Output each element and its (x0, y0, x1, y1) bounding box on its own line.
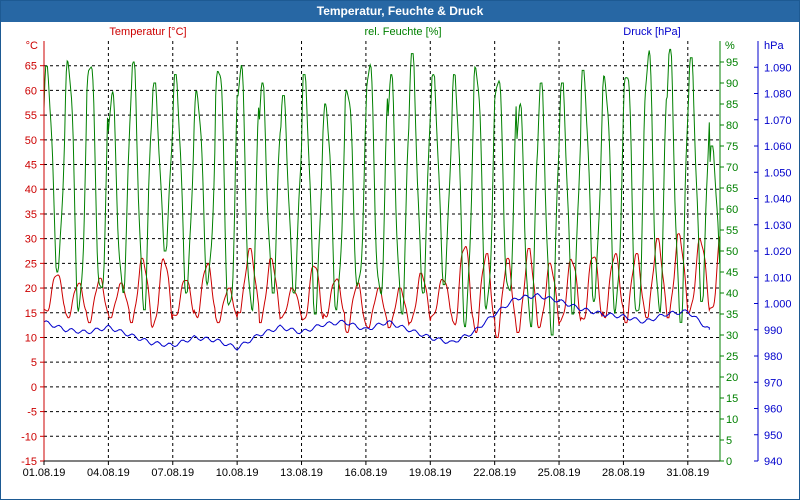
pressure-unit-label: hPa (764, 40, 784, 52)
humidity-tick-label: 40 (726, 288, 738, 300)
pressure-tick-label: 1.010 (764, 272, 792, 284)
humidity-tick-label: 50 (726, 246, 738, 258)
temperature-tick-label: 40 (25, 184, 37, 196)
x-tick-label: 04.08.19 (87, 467, 130, 479)
pressure-line (43, 292, 710, 351)
x-tick-label: 19.08.19 (409, 467, 452, 479)
pressure-tick-label: 1.030 (764, 220, 792, 232)
temperature-tick-label: 5 (31, 357, 37, 369)
x-tick-label: 25.08.19 (538, 467, 581, 479)
humidity-tick-label: 5 (726, 435, 732, 447)
temperature-tick-label: 20 (25, 283, 37, 295)
x-tick-label: 10.08.19 (216, 467, 259, 479)
pressure-tick-label: 1.060 (764, 141, 792, 153)
pressure-tick-label: 990 (764, 325, 782, 337)
temperature-tick-label: 10 (25, 332, 37, 344)
window-title: Temperatur, Feuchte & Druck (1, 1, 799, 22)
x-tick-label: 01.08.19 (23, 467, 66, 479)
temperature-tick-label: 15 (25, 308, 37, 320)
humidity-tick-label: 60 (726, 204, 738, 216)
axes-layer: -15-10-50510152025303540455055606501.08.… (21, 41, 792, 479)
humidity-tick-label: 75 (726, 141, 738, 153)
humidity-tick-label: 85 (726, 99, 738, 111)
humidity-tick-label: 10 (726, 414, 738, 426)
humidity-tick-label: 25 (726, 351, 738, 363)
temperature-tick-label: 65 (25, 61, 37, 73)
x-tick-label: 07.08.19 (151, 467, 194, 479)
humidity-tick-label: 70 (726, 162, 738, 174)
pressure-tick-label: 1.040 (764, 194, 792, 206)
x-tick-label: 16.08.19 (344, 467, 387, 479)
pressure-tick-label: 1.090 (764, 62, 792, 74)
temperature-tick-label: 45 (25, 160, 37, 172)
temperature-tick-label: 0 (31, 382, 37, 394)
temperature-tick-label: 30 (25, 234, 37, 246)
temperature-tick-label: 60 (25, 85, 37, 97)
humidity-tick-label: 20 (726, 372, 738, 384)
temperature-series-label: Temperatur [°C] (109, 26, 186, 38)
temperature-tick-label: 55 (25, 110, 37, 122)
humidity-tick-label: 65 (726, 183, 738, 195)
pressure-tick-label: 940 (764, 456, 782, 468)
x-tick-label: 31.08.19 (666, 467, 709, 479)
pressure-tick-label: 960 (764, 404, 782, 416)
pressure-tick-label: 950 (764, 430, 782, 442)
humidity-tick-label: 35 (726, 309, 738, 321)
pressure-tick-label: 1.070 (764, 115, 792, 127)
x-tick-label: 22.08.19 (473, 467, 516, 479)
humidity-unit-label: % (725, 40, 735, 52)
temperature-tick-label: 35 (25, 209, 37, 221)
humidity-tick-label: 0 (726, 456, 732, 468)
temperature-tick-label: -5 (27, 407, 37, 419)
humidity-tick-label: 15 (726, 393, 738, 405)
pressure-tick-label: 1.080 (764, 89, 792, 101)
pressure-tick-label: 1.020 (764, 246, 792, 258)
pressure-tick-label: 980 (764, 351, 782, 363)
grid (44, 41, 720, 461)
humidity-tick-label: 95 (726, 57, 738, 69)
pressure-tick-label: 970 (764, 377, 782, 389)
humidity-tick-label: 90 (726, 78, 738, 90)
x-tick-label: 28.08.19 (602, 467, 645, 479)
temperature-unit-label: °C (26, 40, 38, 52)
pressure-tick-label: 1.050 (764, 167, 792, 179)
temperature-line (43, 233, 721, 338)
humidity-tick-label: 30 (726, 330, 738, 342)
temperature-tick-label: 25 (25, 258, 37, 270)
temperature-tick-label: 50 (25, 135, 37, 147)
humidity-tick-label: 55 (726, 225, 738, 237)
x-tick-label: 13.08.19 (280, 467, 323, 479)
humidity-line (43, 48, 721, 336)
humidity-tick-label: 45 (726, 267, 738, 279)
humidity-series-label: rel. Feuchte [%] (364, 26, 441, 38)
humidity-tick-label: 80 (726, 120, 738, 132)
temperature-tick-label: -10 (21, 431, 37, 443)
series-layer (43, 48, 721, 351)
pressure-tick-label: 1.000 (764, 299, 792, 311)
temperature-tick-label: -15 (21, 456, 37, 468)
pressure-series-label: Druck [hPa] (623, 26, 680, 38)
